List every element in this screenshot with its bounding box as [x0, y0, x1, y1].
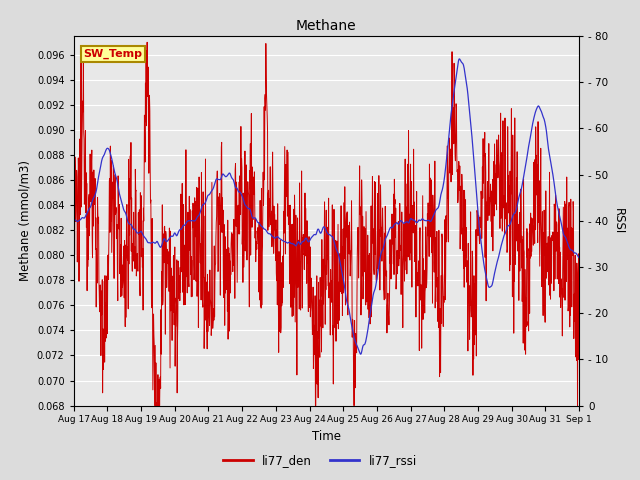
- Y-axis label: Methane (mmol/m3): Methane (mmol/m3): [19, 160, 31, 281]
- X-axis label: Time: Time: [312, 430, 341, 443]
- Y-axis label: RSSI: RSSI: [612, 208, 625, 234]
- Legend: li77_den, li77_rssi: li77_den, li77_rssi: [218, 449, 422, 472]
- Text: SW_Temp: SW_Temp: [84, 49, 143, 59]
- Title: Methane: Methane: [296, 20, 356, 34]
